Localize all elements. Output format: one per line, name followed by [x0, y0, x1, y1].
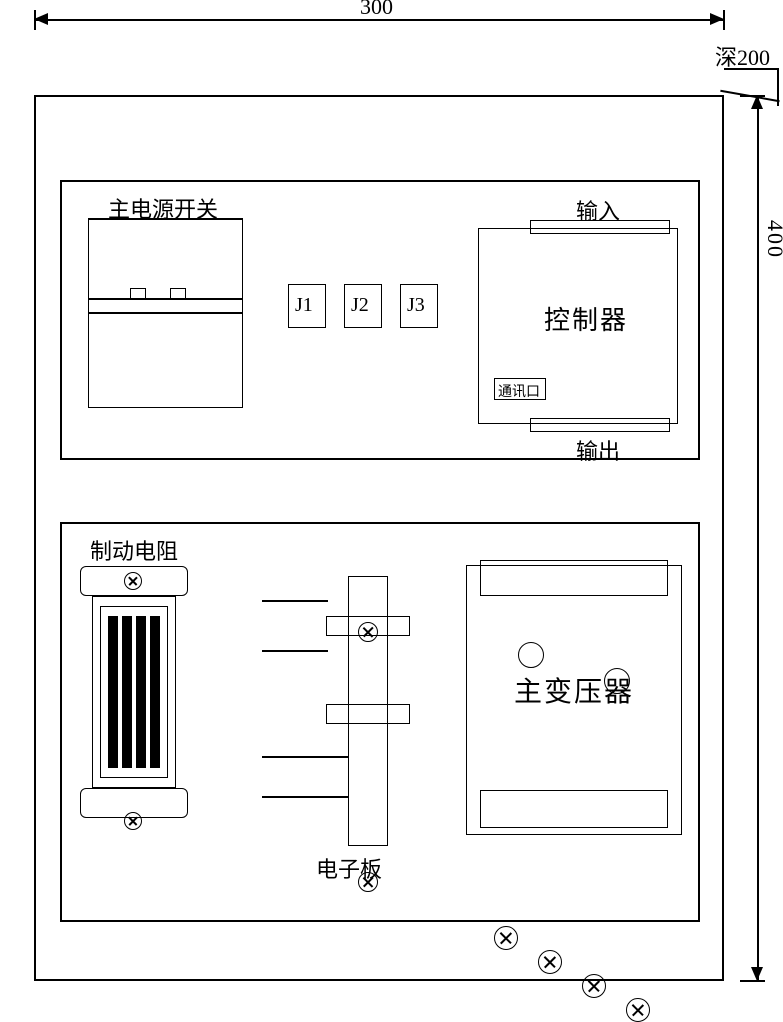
power-switch-mid — [88, 298, 243, 300]
eboard-crossbar-1 — [326, 616, 410, 636]
eboard-label: 电子板 — [316, 852, 382, 884]
eboard-prong-2 — [262, 650, 328, 652]
resistor-fin-1 — [108, 616, 118, 768]
j1-label: J1 — [295, 294, 313, 317]
eboard-prong-1 — [262, 600, 328, 602]
resistor-fin-3 — [136, 616, 146, 768]
dim-right-arrow-u — [751, 95, 763, 109]
j2-label: J2 — [351, 294, 369, 317]
transformer-term-2 — [538, 950, 562, 974]
brake-resistor-label: 制动电阻 — [90, 534, 178, 566]
resistor-screw-top — [124, 572, 142, 590]
dim-top-arrow-r — [710, 13, 724, 25]
power-switch-mid2 — [88, 312, 243, 314]
transformer-label: 主变压器 — [514, 670, 634, 710]
depth-leader-h — [724, 68, 778, 70]
power-toggle-1 — [130, 288, 146, 300]
eboard-prong-4 — [262, 796, 348, 798]
diagram-canvas: 300 深200 400 主电源开关 J1 J2 J3 输入 输出 控制器 通讯… — [0, 0, 783, 1000]
transformer-term-1 — [494, 926, 518, 950]
j3-label: J3 — [407, 294, 425, 317]
controller-title: 控制器 — [544, 300, 628, 337]
transformer-term-3 — [582, 974, 606, 998]
transformer-term-4 — [626, 998, 650, 1022]
controller-output-slot — [530, 418, 670, 432]
dim-right-label: 400 — [762, 220, 783, 259]
dim-right-line — [757, 95, 759, 981]
power-toggle-2 — [170, 288, 186, 300]
transformer-bot-strip — [480, 790, 668, 828]
controller-input-label: 输入 — [576, 194, 620, 226]
transformer-top-circle-1 — [518, 642, 544, 668]
eboard-crossbar-2 — [326, 704, 410, 724]
resistor-fin-2 — [122, 616, 132, 768]
transformer-top-strip — [480, 560, 668, 596]
eboard-prong-3 — [262, 756, 348, 758]
resistor-fin-4 — [150, 616, 160, 768]
resistor-screw-bot — [124, 812, 142, 830]
controller-output-label: 输出 — [576, 434, 620, 466]
dim-right-arrow-d — [751, 967, 763, 981]
dim-top-arrow-l — [34, 13, 48, 25]
controller-comm-label: 通讯口 — [498, 381, 540, 401]
dim-top-label: 300 — [360, 0, 393, 20]
